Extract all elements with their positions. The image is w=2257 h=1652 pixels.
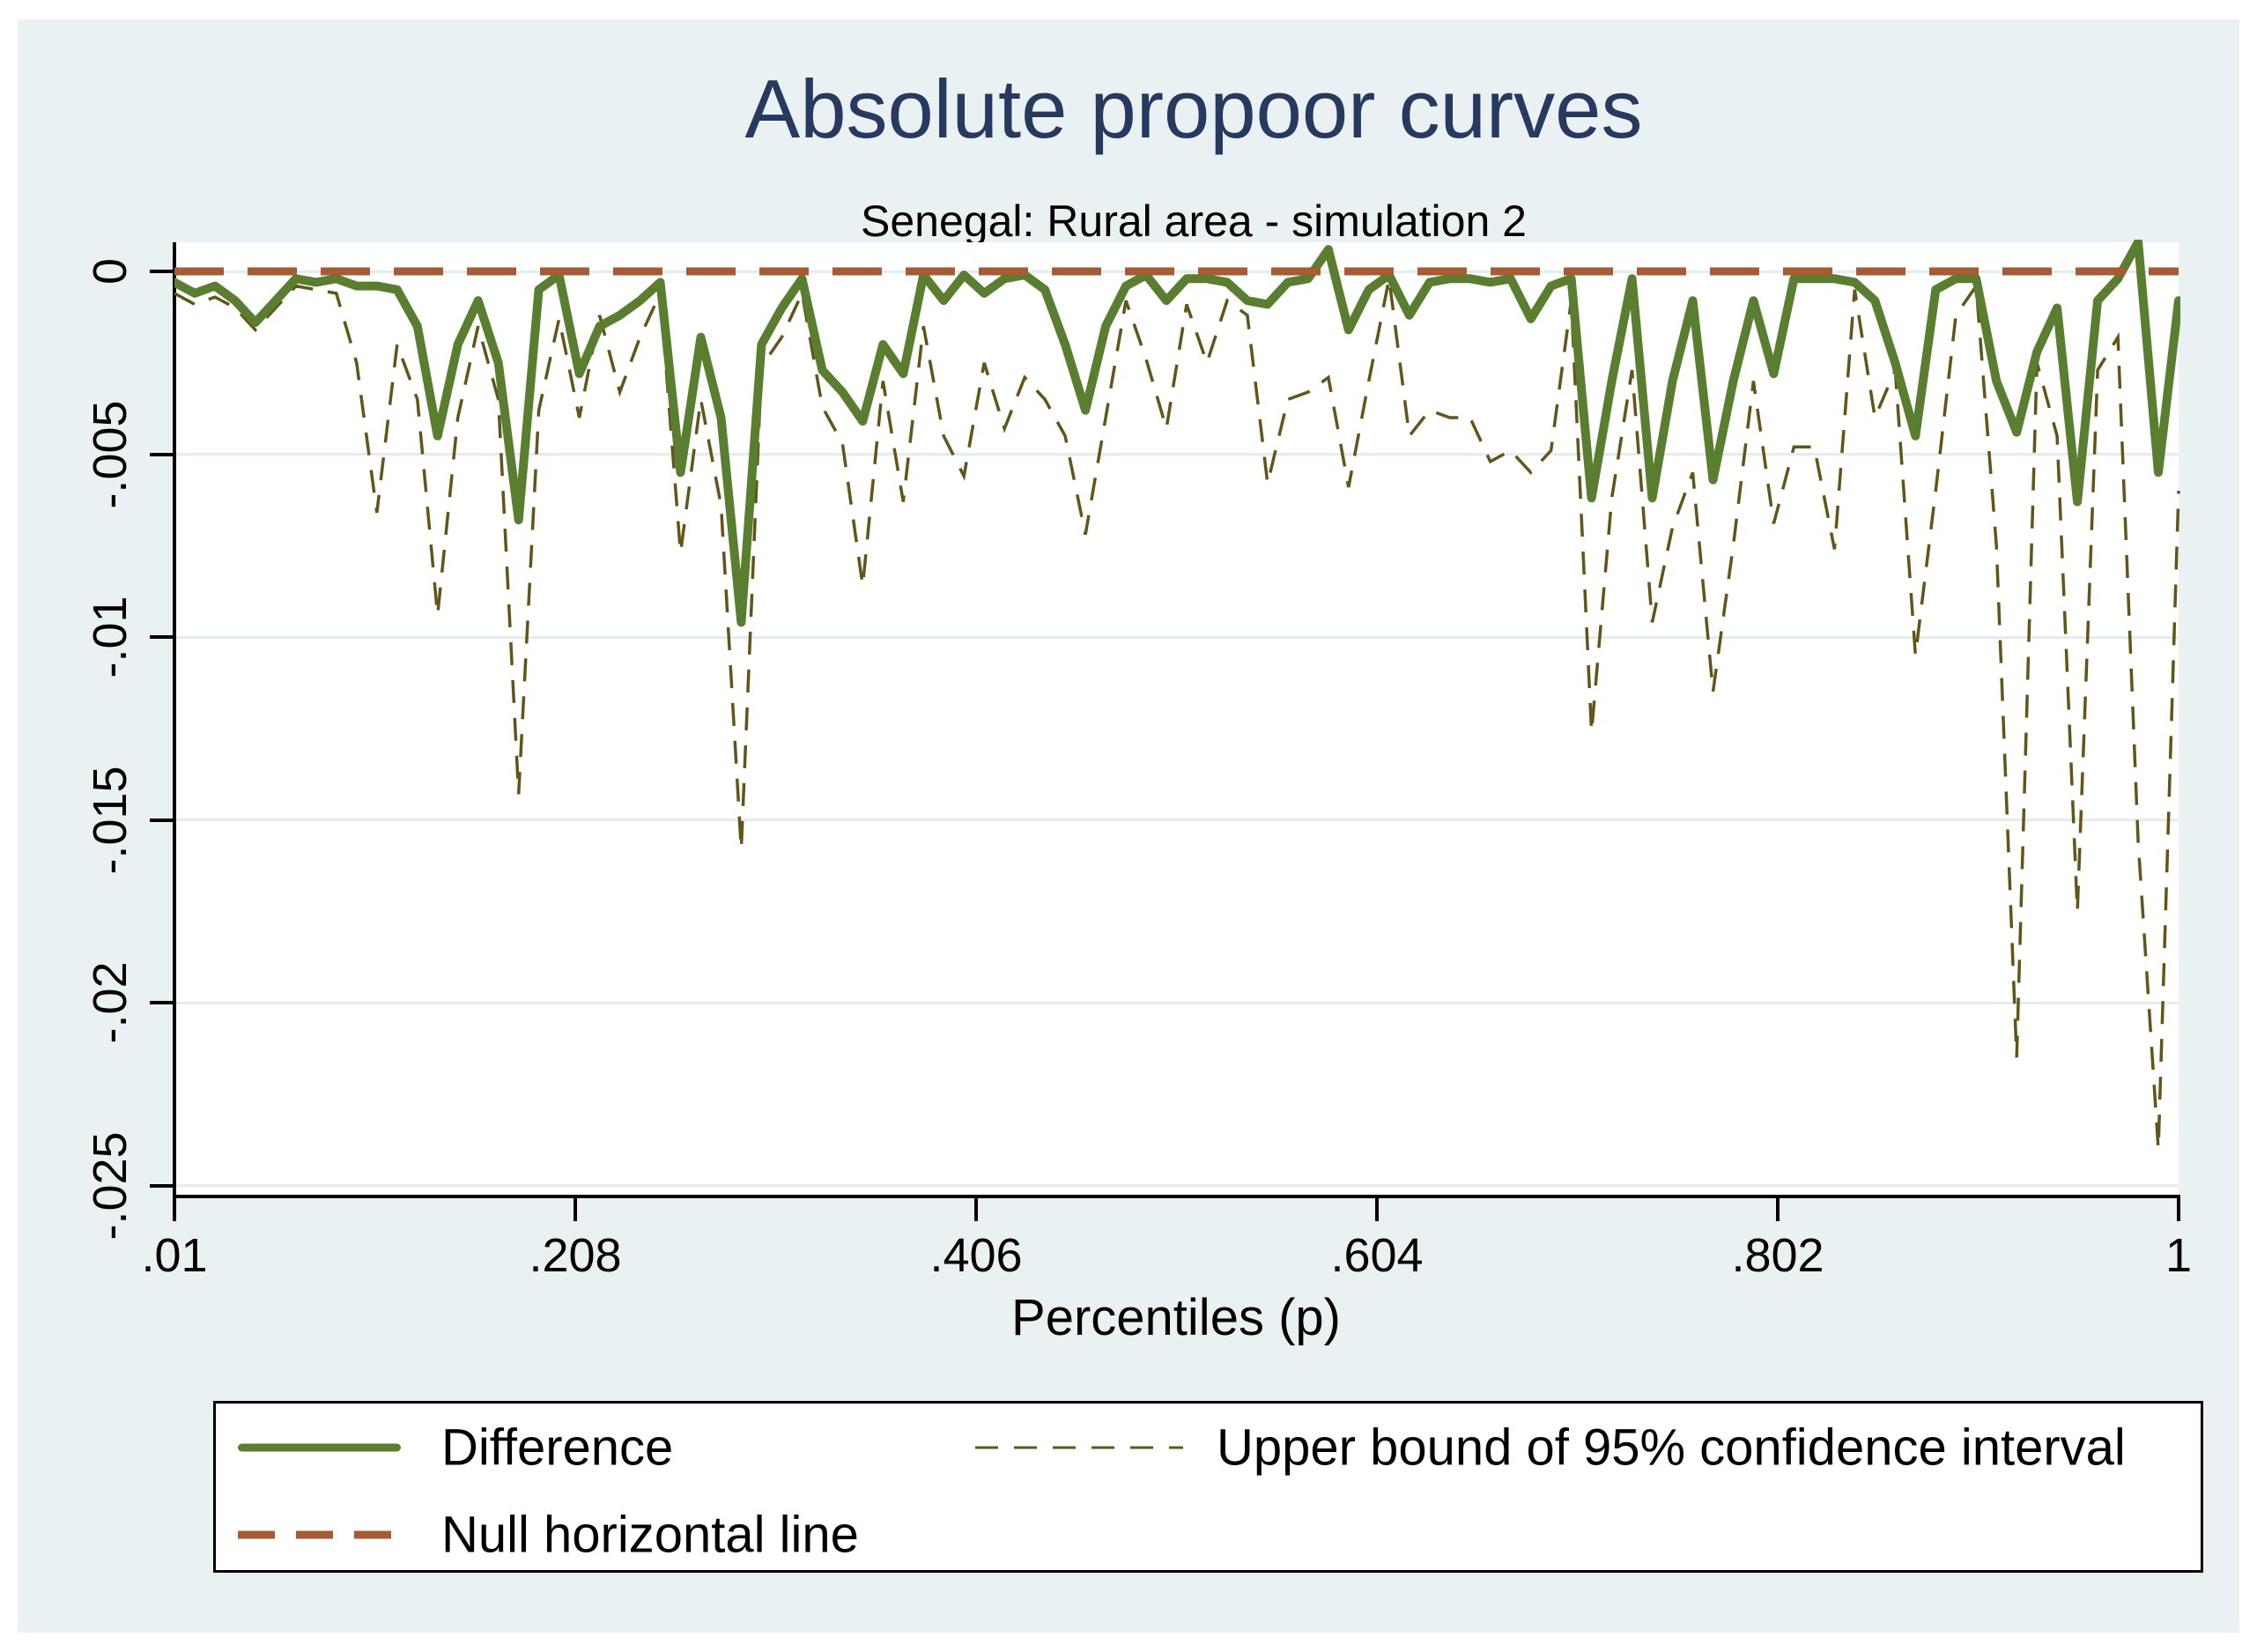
x-tick-label: .604: [1330, 1229, 1424, 1282]
x-tick-mark: [2177, 1198, 2181, 1221]
difference-swatch-line: [238, 1443, 401, 1452]
x-tick-mark: [1375, 1198, 1379, 1221]
gridline: [176, 453, 2179, 456]
legend-label-difference: Difference: [441, 1419, 674, 1477]
legend-box: Difference Upper bound of 95% confidence…: [213, 1401, 2203, 1573]
x-tick-mark: [574, 1198, 577, 1221]
x-tick-label: .208: [529, 1229, 622, 1282]
null-line-swatch-line: [238, 1530, 401, 1539]
y-tick-mark: [150, 818, 173, 822]
gridline: [176, 270, 2179, 273]
x-tick-mark: [1776, 1198, 1780, 1221]
gridline: [176, 635, 2179, 639]
y-tick-mark: [150, 270, 173, 273]
chart-subtitle: Senegal: Rural area - simulation 2: [861, 196, 1527, 246]
x-tick-label: .01: [141, 1229, 208, 1282]
y-axis-line: [173, 242, 176, 1198]
y-tick-mark: [150, 635, 173, 639]
x-tick-mark: [173, 1198, 176, 1221]
y-tick-mark: [150, 452, 173, 456]
gridline: [176, 1001, 2179, 1004]
x-tick-label: .802: [1731, 1229, 1824, 1282]
chart-series-layer: [174, 240, 2180, 1150]
x-axis-title: Percentiles (p): [1011, 1289, 1341, 1346]
y-tick-mark: [150, 1183, 173, 1188]
legend-label-null: Null horizontal line: [441, 1506, 859, 1564]
legend-label-upper-bound: Upper bound of 95% confidence interval: [1217, 1419, 2126, 1477]
gridline: [176, 819, 2179, 821]
x-tick-mark: [974, 1198, 978, 1221]
gridline: [176, 1184, 2179, 1187]
x-axis-line: [173, 1195, 2180, 1198]
chart-title: Absolute propoor curves: [744, 63, 1643, 155]
upper-bound-line: [174, 278, 2180, 1150]
x-tick-label: 1: [2164, 1229, 2193, 1282]
y-tick-mark: [150, 1001, 173, 1004]
figure-canvas: Absolute propoor curves Senegal: Rural a…: [18, 19, 2239, 1633]
upper-bound-swatch-line: [975, 1446, 1183, 1449]
difference-line: [174, 240, 2180, 627]
x-tick-label: .406: [929, 1229, 1023, 1282]
